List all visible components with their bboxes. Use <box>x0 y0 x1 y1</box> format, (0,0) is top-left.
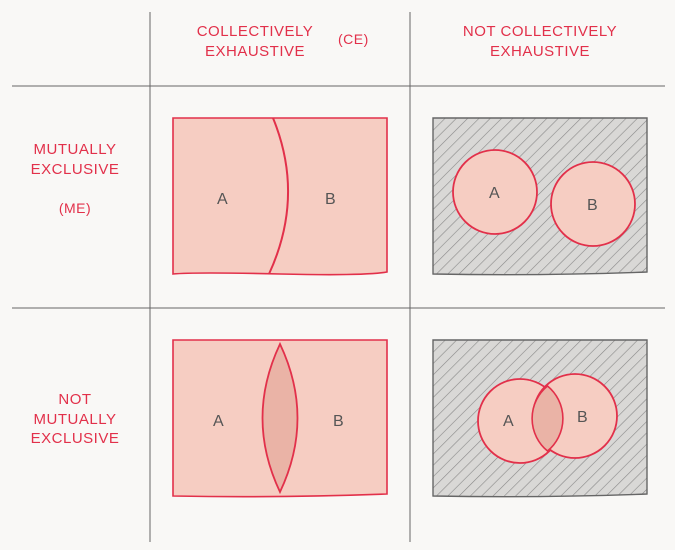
row-header-me: MUTUALLY EXCLUSIVE (ME) <box>20 140 130 218</box>
cell-me-ce: A B <box>165 104 395 289</box>
cell-me-ce-label-a: A <box>217 191 229 208</box>
cell-me-nce: A B <box>425 104 655 289</box>
row-header-nme: NOT MUTUALLY EXCLUSIVE <box>15 390 135 449</box>
row-header-nme-line2: EXCLUSIVE <box>31 430 120 447</box>
col-header-ce-line1: COLLECTIVELY <box>197 23 314 40</box>
row-header-me-line2: EXCLUSIVE <box>31 161 120 178</box>
row-header-nme-line1: NOT MUTUALLY <box>34 391 117 428</box>
mece-matrix: COLLECTIVELY EXHAUSTIVE (CE) NOT COLLECT… <box>0 0 675 550</box>
col-header-ce-line2: EXHAUSTIVE <box>205 43 305 60</box>
col-header-nce-line1: NOT COLLECTIVELY <box>463 23 617 40</box>
cell-nme-nce: A B <box>425 326 655 511</box>
cell-nme-nce-label-a: A <box>503 413 515 430</box>
row-header-me-line1: MUTUALLY <box>34 141 117 158</box>
cell-nme-ce-label-b: B <box>333 413 345 430</box>
cell-me-ce-label-b: B <box>325 191 337 208</box>
cell-me-nce-label-a: A <box>489 185 501 202</box>
col-header-ce: COLLECTIVELY EXHAUSTIVE <box>180 22 330 61</box>
col-header-nce-line2: EXHAUSTIVE <box>490 43 590 60</box>
col-header-nce: NOT COLLECTIVELY EXHAUSTIVE <box>455 22 625 61</box>
cell-me-nce-label-b: B <box>587 197 599 214</box>
cell-nme-nce-label-b: B <box>577 409 589 426</box>
cell-nme-ce: A B <box>165 326 395 511</box>
cell-nme-ce-label-a: A <box>213 413 225 430</box>
col-header-ce-abbr: (CE) <box>338 30 369 48</box>
row-header-me-abbr: (ME) <box>59 200 91 216</box>
